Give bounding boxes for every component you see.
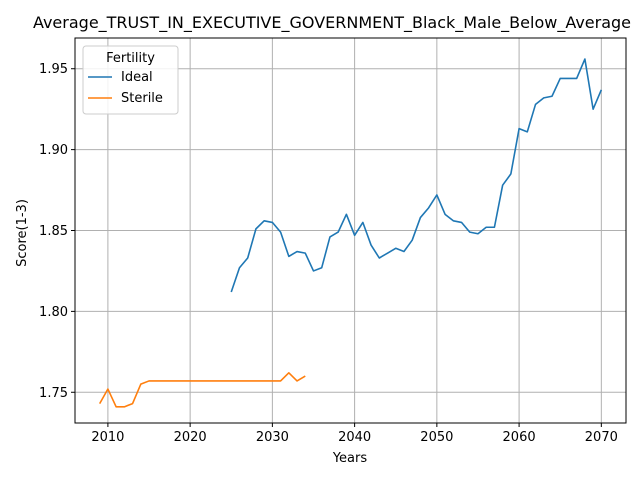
x-tick-label: 2070 — [585, 430, 618, 445]
y-tick-label: 1.95 — [39, 62, 68, 77]
x-tick-label: 2020 — [174, 430, 207, 445]
legend-title: Fertility — [106, 51, 155, 66]
x-axis-label: Years — [332, 451, 368, 466]
y-tick-label: 1.90 — [39, 143, 68, 158]
y-tick-label: 1.80 — [39, 305, 68, 320]
series-line-ideal — [230, 58, 603, 293]
series-line-sterile — [98, 372, 306, 408]
legend: Fertility Ideal Sterile — [82, 45, 179, 115]
x-tick-label: 2060 — [503, 430, 536, 445]
y-tick-label: 1.75 — [39, 386, 68, 401]
x-tick-label: 2030 — [256, 430, 289, 445]
x-tick-label: 2050 — [420, 430, 453, 445]
legend-label-ideal: Ideal — [121, 70, 153, 85]
legend-box — [82, 45, 179, 115]
x-tick-label: 2010 — [91, 430, 124, 445]
y-axis-label: Score(1-3) — [15, 199, 30, 267]
x-tick-label: 2040 — [338, 430, 371, 445]
legend-label-sterile: Sterile — [121, 91, 163, 106]
ticks: 2010 2020 2030 2040 2050 2060 2070 1.75 1.80 1.85… — [39, 62, 618, 445]
chart-title: Average_TRUST_IN_EXECUTIVE_GOVERNMENT_Bl… — [33, 13, 631, 33]
series-layer — [98, 58, 603, 408]
y-tick-label: 1.85 — [39, 224, 68, 239]
